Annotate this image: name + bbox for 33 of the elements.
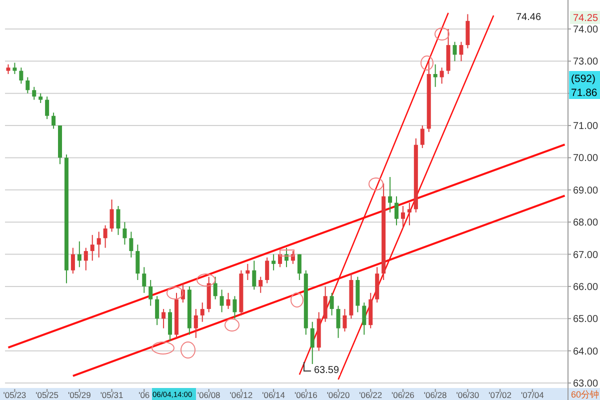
text: 74.25 <box>573 13 598 24</box>
text: 71.86 <box>571 87 598 99</box>
x-tick-label: '07/02 <box>488 390 512 400</box>
x-tick-label: '06/28 <box>424 390 448 400</box>
x-tick-label: '06/26 <box>392 390 415 400</box>
text: (592) <box>571 73 596 85</box>
x-tick-label: '05/25 <box>36 390 59 400</box>
y-tick-label: 63.00 <box>573 378 598 390</box>
y-tick-label: 65.00 <box>573 314 598 326</box>
x-tick-label: '05/29 <box>68 390 92 400</box>
y-tick-label: 74.00 <box>573 24 598 36</box>
x-tick-label: '06 <box>138 390 150 400</box>
x-tick-label: '06/30 <box>456 390 480 400</box>
y-tick-label: 68.00 <box>573 218 598 229</box>
x-tick-label: '06/16 <box>294 390 318 400</box>
x-tick-label: '05/23 <box>3 390 26 400</box>
x-tick-label: '06/12 <box>230 390 253 400</box>
x-tick-label: '06/14 <box>262 390 286 400</box>
y-tick-label: 70.00 <box>573 153 598 164</box>
y-tick-label: 67.00 <box>573 250 598 261</box>
x-tick-label: '05/31 <box>100 390 124 400</box>
y-tick-label: 64.00 <box>573 346 598 358</box>
annotation: 74.46 <box>516 12 542 23</box>
y-tick-label: 73.00 <box>573 56 598 68</box>
x-tick-label: '06/20 <box>326 390 350 400</box>
y-tick-label: 69.00 <box>573 185 598 196</box>
text: 60分钟 <box>571 390 600 400</box>
y-tick-label: 71.00 <box>573 121 598 132</box>
y-tick-label: 66.00 <box>573 282 598 293</box>
annotation: 63.59 <box>314 365 340 376</box>
x-tick-label: '06/22 <box>359 390 382 400</box>
x-tick-label: '07/04 <box>520 390 544 400</box>
x-tick-label: '06/08 <box>197 390 221 400</box>
